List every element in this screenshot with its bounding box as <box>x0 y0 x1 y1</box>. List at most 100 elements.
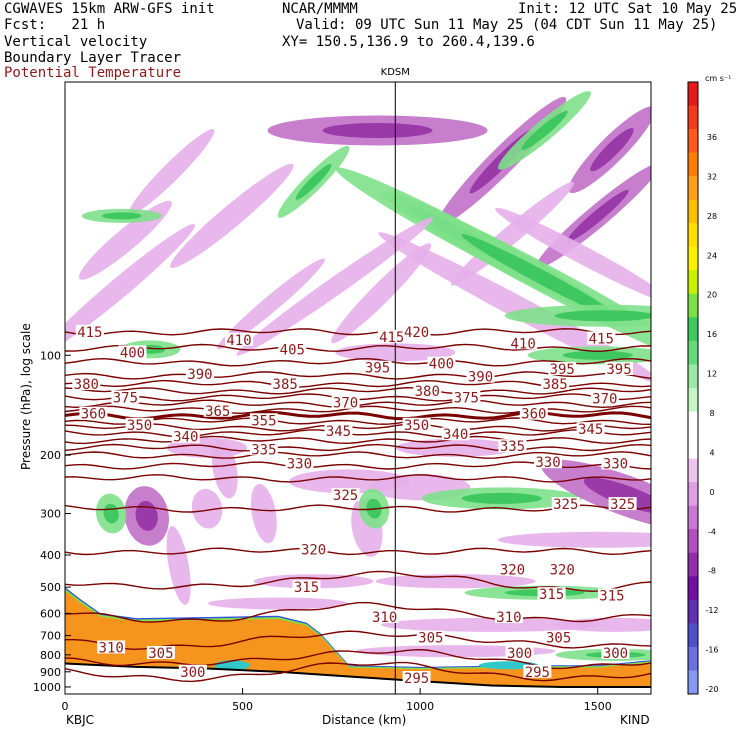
y-tick-label: 300 <box>40 508 61 521</box>
theta-label-bg <box>111 390 140 404</box>
colorbar-label: 0 <box>709 488 714 497</box>
colorbar-swatch <box>688 670 698 695</box>
theta-label: 300 <box>507 646 532 662</box>
theta-isentrope <box>65 435 651 445</box>
theta-label: 400 <box>120 345 145 361</box>
header-init: Init: 12 UTC Sat 10 May 25 <box>518 1 738 17</box>
header-model: CGWAVES 15km ARW-GFS init <box>4 1 215 17</box>
y-tick-label: 700 <box>40 630 61 643</box>
theta-label: 410 <box>510 336 535 352</box>
theta-label-bg <box>225 333 254 347</box>
colorbar-swatch <box>688 646 698 671</box>
theta-label-bg <box>416 630 445 644</box>
theta-label-bg <box>601 456 630 470</box>
theta-label-bg <box>402 417 431 431</box>
theta-label-bg <box>452 390 481 404</box>
legend-theta: Potential Temperature <box>4 65 182 81</box>
theta-label-bg <box>79 406 108 420</box>
colorbar-swatch <box>688 152 698 177</box>
header-org: NCAR/MMMM <box>282 1 358 17</box>
theta-label: 330 <box>535 455 560 471</box>
theta-label-bg <box>370 609 399 623</box>
colorbar-label: 4 <box>709 448 714 457</box>
colorbar-label: -8 <box>708 567 716 576</box>
theta-isentrope <box>65 386 651 395</box>
theta-label-bg <box>377 329 406 343</box>
colorbar-label: 28 <box>707 212 717 221</box>
vertical-velocity-contour <box>217 258 325 350</box>
theta-label-bg <box>534 455 563 469</box>
header-xy: XY= 150.5,136.9 to 260.4,139.6 <box>282 34 535 50</box>
colorbar-swatch <box>688 293 698 318</box>
theta-label: 335 <box>500 439 525 455</box>
theta-label-bg <box>494 609 523 623</box>
theta-label: 380 <box>415 384 440 400</box>
theta-label-bg <box>249 413 278 427</box>
theta-label-bg <box>590 391 619 405</box>
theta-label-bg <box>292 580 321 594</box>
theta-label-bg <box>278 342 307 356</box>
theta-label: 415 <box>379 330 404 346</box>
theta-label: 375 <box>113 390 138 406</box>
theta-label-bg <box>75 324 104 338</box>
theta-label: 300 <box>603 646 628 662</box>
theta-label: 395 <box>606 362 631 378</box>
terrain-outline <box>65 662 651 688</box>
theta-label-bg <box>97 640 126 654</box>
theta-label: 410 <box>226 333 251 349</box>
theta-label-bg <box>498 439 527 453</box>
x-tick-label: 1500 <box>584 700 612 713</box>
theta-isentrope <box>65 648 651 670</box>
theta-label: 350 <box>404 418 429 434</box>
theta-label-bg <box>171 429 200 443</box>
colorbar-label: -12 <box>705 606 718 615</box>
theta-label-bg <box>601 646 630 660</box>
theta-label-bg <box>125 417 154 431</box>
x-tick-label: 500 <box>232 700 253 713</box>
theta-label-bg <box>519 406 548 420</box>
theta-label: 315 <box>539 587 564 603</box>
legend-vertical-velocity: Vertical velocity <box>4 34 148 50</box>
colorbar-swatch <box>688 435 698 460</box>
colorbar-swatch <box>688 176 698 201</box>
header-fcst: Fcst: 21 h <box>4 17 106 33</box>
theta-label: 305 <box>148 646 173 662</box>
theta-label: 345 <box>326 424 351 440</box>
theta-label: 405 <box>280 342 305 358</box>
theta-isentrope <box>65 443 651 452</box>
theta-label: 330 <box>287 457 312 473</box>
theta-label-bg <box>363 360 392 374</box>
theta-isentrope <box>65 410 651 421</box>
vertical-velocity-contour <box>128 129 215 215</box>
theta-label: 390 <box>187 367 212 383</box>
theta-label-bg <box>537 587 566 601</box>
theta-label-bg <box>118 345 147 359</box>
colorbar-label: 24 <box>707 251 717 260</box>
colorbar-swatch <box>688 270 698 295</box>
vertical-velocity-contour <box>497 531 651 548</box>
theta-label: 325 <box>333 488 358 504</box>
theta-label-bg <box>509 336 538 350</box>
theta-label-bg <box>178 664 207 678</box>
theta-label-bg <box>505 646 534 660</box>
theta-label-bg <box>72 376 101 390</box>
colorbar-swatch <box>688 505 698 530</box>
theta-label-bg <box>203 403 232 417</box>
theta-isentrope <box>65 429 651 438</box>
station-label-mid: KDSM <box>381 67 410 78</box>
vertical-velocity-core <box>101 212 142 220</box>
vertical-velocity-contour <box>211 439 238 499</box>
theta-label: 320 <box>500 562 525 578</box>
theta-label-bg <box>331 395 360 409</box>
theta-label: 295 <box>525 665 550 681</box>
theta-isentrope <box>65 474 651 483</box>
vertical-velocity-core <box>566 189 629 242</box>
theta-label-bg <box>544 630 573 644</box>
colorbar-label: 20 <box>707 291 717 300</box>
colorbar-swatch <box>688 129 698 154</box>
vertical-velocity-core <box>461 492 542 504</box>
vertical-velocity-contour <box>378 232 651 384</box>
x-tick-label: 1000 <box>406 700 434 713</box>
vertical-velocity-core <box>295 163 332 200</box>
theta-label-bg <box>605 362 634 376</box>
